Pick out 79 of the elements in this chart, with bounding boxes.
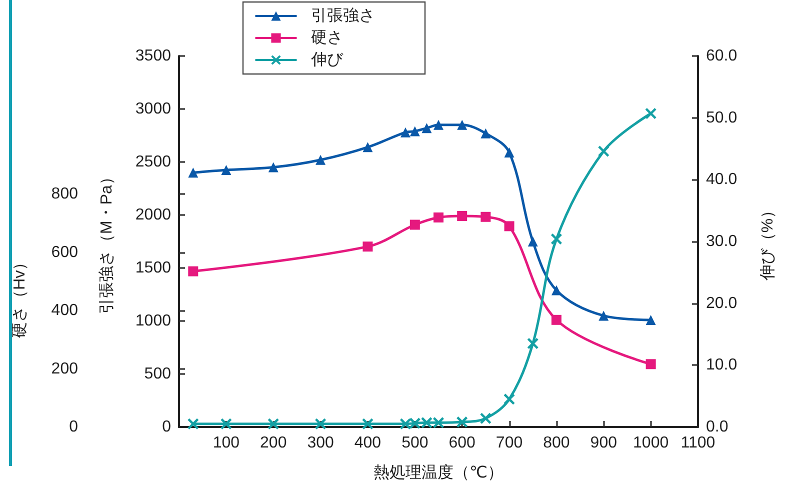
point: [598, 146, 610, 157]
legend-label: 硬さ: [311, 30, 343, 46]
point: [551, 285, 562, 296]
point: [188, 168, 198, 178]
x-tick-label: 200: [260, 434, 287, 452]
point: [220, 418, 232, 430]
x-tick-label: 900: [590, 434, 618, 452]
point: [504, 221, 514, 232]
x-tick-label: 1000: [633, 434, 669, 452]
legend-label: 伸び: [310, 52, 344, 68]
y2-tick-label: 60.0: [706, 48, 738, 64]
y-tick-label: 3500: [135, 48, 172, 64]
point: [268, 418, 279, 430]
y2-tick-label: 50.0: [706, 109, 738, 126]
point: [188, 418, 199, 430]
point: [316, 154, 326, 165]
y-tick-label: 2000: [135, 206, 172, 224]
point: [268, 162, 278, 172]
point: [551, 314, 562, 325]
point: [434, 212, 444, 222]
point: [433, 417, 444, 428]
point: [400, 127, 410, 138]
x-axis-title: 熱処理温度（℃）: [374, 464, 504, 482]
point: [457, 120, 468, 130]
point: [421, 417, 432, 428]
x-tick-label: 1100: [680, 434, 716, 452]
y3-tick-label: 600: [51, 244, 78, 261]
point: [480, 128, 491, 138]
point: [645, 108, 656, 120]
y2-tick-label: 0.0: [706, 418, 728, 436]
point: [527, 338, 538, 350]
point: [221, 164, 232, 175]
point: [480, 212, 491, 222]
point: [400, 418, 411, 430]
y-tick-label: 3000: [135, 100, 172, 118]
point: [480, 412, 492, 424]
y-tick-label: 1500: [135, 260, 172, 276]
x-tick-label: 600: [448, 434, 476, 452]
point: [457, 211, 468, 222]
x-tick-label: 100: [212, 434, 240, 452]
x-tick-label: 300: [307, 434, 334, 452]
point: [422, 123, 432, 134]
point: [646, 359, 656, 370]
point: [504, 394, 515, 405]
y-tick-label: 0: [162, 418, 172, 436]
y2-tick-label: 30.0: [706, 233, 738, 250]
y2-tick-label: 20.0: [706, 294, 738, 312]
y2-tick-label: 40.0: [706, 171, 738, 188]
y3-tick-label: 0: [69, 418, 78, 436]
x-tick-label: 500: [402, 434, 428, 452]
point: [434, 120, 444, 130]
point: [315, 418, 326, 430]
point: [362, 418, 374, 430]
point: [528, 236, 538, 246]
x-tick-label: 800: [543, 434, 570, 452]
y2-tick-label: 10.0: [706, 356, 738, 374]
point: [362, 242, 373, 252]
y-tick-label: 1000: [135, 312, 172, 330]
y-tick-label: 2500: [135, 154, 172, 170]
y3-tick-label: 400: [51, 302, 78, 320]
y3-axis-title: 硬さ（Hv）: [12, 254, 28, 338]
y2-axis-title: 伸び（%）: [760, 202, 776, 282]
y3-tick-label: 800: [51, 186, 78, 203]
point: [598, 310, 609, 321]
point: [410, 126, 420, 136]
point: [410, 220, 420, 230]
y3-tick-label: 200: [51, 360, 78, 378]
point: [646, 314, 656, 325]
y-tick-label: 500: [144, 366, 172, 382]
x-tick-label: 700: [496, 434, 523, 452]
point: [188, 266, 198, 276]
point: [362, 142, 373, 152]
y-axis-title: 引張強さ（M・Pa）: [98, 169, 116, 314]
point: [409, 418, 420, 429]
x-tick-label: 400: [354, 434, 382, 452]
point: [550, 234, 562, 245]
point: [504, 147, 514, 158]
point: [456, 416, 468, 428]
legend-label: 引張強さ: [311, 6, 375, 24]
